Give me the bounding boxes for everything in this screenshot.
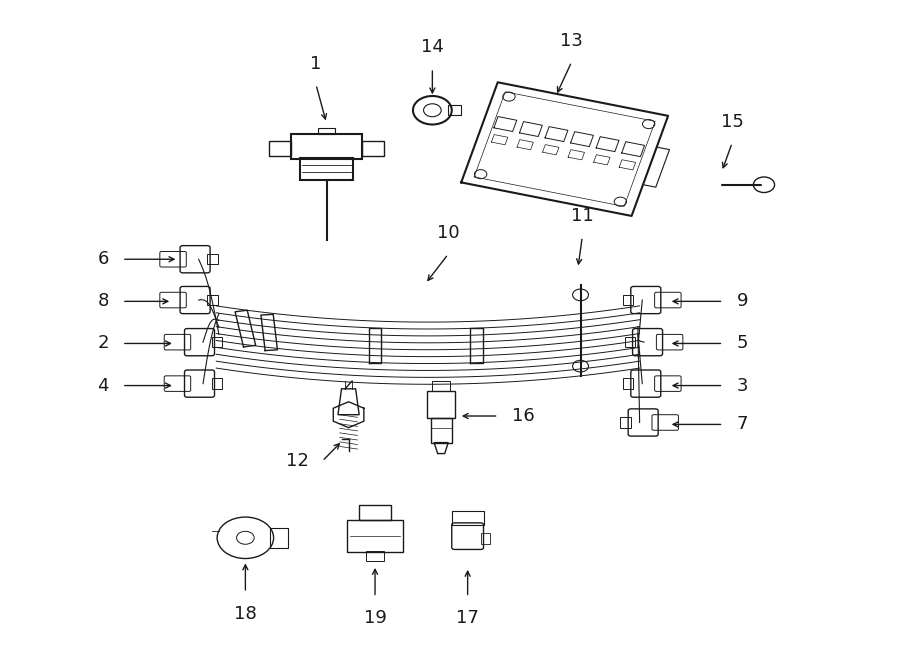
Text: 4: 4 [97,377,109,395]
Text: 19: 19 [364,609,386,627]
Text: 9: 9 [737,292,748,311]
Text: 10: 10 [436,224,460,243]
Text: 2: 2 [97,334,109,352]
Text: 12: 12 [286,452,309,471]
Text: 13: 13 [561,32,583,50]
Text: 7: 7 [737,415,748,434]
Text: 15: 15 [721,113,743,131]
Text: 8: 8 [97,292,109,311]
Text: 18: 18 [234,605,256,623]
Text: 3: 3 [737,377,748,395]
Text: 5: 5 [737,334,748,352]
Text: 1: 1 [310,55,321,73]
Text: 11: 11 [571,207,594,225]
Text: 17: 17 [456,609,479,627]
Text: 16: 16 [512,407,535,425]
Text: 14: 14 [421,38,444,56]
Text: 6: 6 [97,251,109,268]
